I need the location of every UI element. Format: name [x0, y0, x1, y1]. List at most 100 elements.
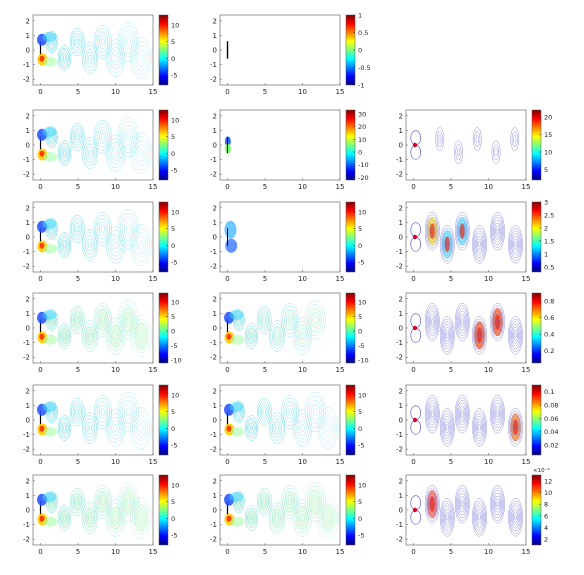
contour-line — [514, 514, 517, 521]
contour-line — [509, 318, 522, 352]
field-mode-strong — [410, 211, 523, 264]
contour-line — [312, 497, 318, 507]
vortex-fill — [247, 509, 256, 527]
contour-line — [59, 142, 70, 164]
colorbar-tick-label: 0 — [171, 515, 175, 523]
contour-line — [304, 391, 326, 433]
y-tick-label: 0 — [26, 417, 30, 425]
contour-line — [95, 215, 110, 243]
contour-line — [425, 397, 439, 431]
contour-line — [292, 499, 313, 537]
x-tick-label: 5 — [449, 275, 453, 283]
colorbar-tick-label: 0 — [358, 149, 362, 157]
contour-line — [442, 416, 452, 439]
contour-line — [474, 503, 485, 532]
vortex-shed — [42, 31, 57, 42]
contour-line — [258, 400, 271, 424]
colorbar-tick-label: -5 — [171, 442, 177, 450]
y-tick-label: 0 — [399, 234, 403, 242]
contour-line — [459, 498, 465, 510]
y-tick-label: -2 — [210, 171, 217, 179]
colorbar-tick-label: 2 — [544, 536, 548, 544]
contour-line — [428, 495, 436, 513]
contour-line — [513, 421, 518, 433]
contour-line — [86, 329, 94, 343]
contour-line — [62, 333, 67, 339]
contour-line — [454, 140, 463, 165]
contour-line — [84, 143, 96, 163]
contour-line — [71, 308, 84, 332]
contour-line — [473, 227, 486, 261]
contour-line — [134, 140, 148, 166]
axes-frame — [405, 292, 527, 364]
contour-line — [138, 331, 144, 341]
y-tick-label: 2 — [26, 295, 30, 303]
contour-line — [292, 409, 313, 447]
contour-line — [477, 329, 482, 341]
x-tick-label: 10 — [298, 275, 307, 283]
contour-line — [325, 423, 331, 433]
contour-line — [75, 498, 79, 506]
field-mode-weak — [410, 484, 523, 537]
contour-line — [440, 318, 454, 352]
contour-line — [99, 34, 107, 49]
axes-frame — [219, 201, 341, 273]
contour-line — [121, 307, 135, 333]
colorbar-tick-label: 0 — [358, 515, 362, 523]
contour-line — [138, 240, 144, 250]
colorbar-tick-label: 0 — [171, 242, 175, 250]
y-tick-label: 2 — [26, 477, 30, 485]
contour-line — [72, 33, 82, 51]
contour-line — [134, 415, 148, 441]
colorbar-tick-label: 0.06 — [544, 415, 558, 423]
y-tick-label: 1 — [213, 492, 217, 500]
colorbar-tick-label: 0 — [171, 425, 175, 433]
contour-line — [97, 491, 109, 513]
contour-line — [109, 506, 122, 530]
x-tick-label: 10 — [298, 366, 307, 374]
vortex-fill — [96, 308, 109, 332]
colorbar-tick-label: 10 — [544, 489, 552, 497]
contour-line — [298, 510, 307, 526]
contour-line — [244, 505, 259, 531]
contour-line — [57, 323, 72, 349]
contour-line — [443, 418, 451, 436]
contour-line — [428, 222, 436, 240]
contour-line — [109, 416, 122, 440]
contour-line — [74, 131, 81, 143]
contour-line — [60, 328, 69, 344]
vortex-fill — [133, 321, 149, 351]
contour-line — [125, 37, 131, 47]
contour-line — [61, 512, 68, 524]
contour-line — [455, 144, 462, 161]
y-tick-label: -2 — [396, 263, 403, 271]
contour-line — [88, 149, 92, 157]
contour-line — [478, 241, 481, 248]
contour-line — [492, 400, 503, 428]
x-tick-label: 0 — [225, 88, 229, 96]
contour-line — [511, 233, 520, 256]
contour-line — [476, 508, 483, 526]
contour-line — [456, 400, 468, 428]
x-tick-label: 5 — [449, 458, 453, 466]
contour-line — [113, 54, 118, 62]
contour-line — [105, 317, 126, 355]
contour-line — [490, 484, 505, 524]
contour-line — [410, 495, 422, 511]
contour-line — [454, 394, 470, 434]
colorbar-tick-label: 0.6 — [544, 314, 554, 322]
contour-line — [111, 50, 120, 66]
colorbar-tick-label: -5 — [171, 167, 177, 175]
contour-line — [132, 41, 150, 75]
contour-line — [107, 138, 124, 168]
contour-line — [427, 220, 437, 243]
x-tick-label: 15 — [336, 275, 345, 283]
contour-line — [123, 403, 133, 421]
contour-line — [84, 48, 96, 68]
contour-line — [493, 403, 502, 426]
vortex-negative — [224, 220, 237, 239]
vortex-fill — [320, 503, 336, 533]
contour-line — [105, 499, 126, 537]
contour-line — [496, 501, 499, 508]
